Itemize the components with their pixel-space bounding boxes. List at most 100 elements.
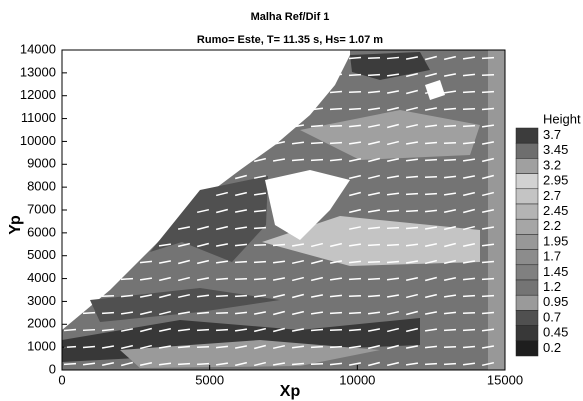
- vector-arrow: [292, 108, 304, 111]
- vector-arrow: [463, 330, 475, 331]
- colorbar-swatch: [516, 295, 538, 310]
- vector-arrow: [349, 92, 361, 93]
- vector-arrow: [406, 177, 418, 178]
- vector-arrow: [349, 279, 361, 280]
- vector-arrow: [102, 313, 114, 314]
- y-tick-label: 10000: [20, 133, 56, 148]
- vector-arrow: [216, 313, 228, 314]
- vector-arrow: [463, 313, 475, 314]
- vector-arrow: [330, 109, 342, 110]
- colorbar-label: 2.7: [543, 188, 561, 203]
- vector-arrow: [387, 245, 399, 246]
- vector-arrow: [482, 262, 494, 263]
- colorbar-swatch: [516, 250, 538, 265]
- vector-arrow: [330, 126, 342, 127]
- vector-arrow: [482, 75, 494, 76]
- x-tick-label: 5000: [195, 372, 224, 387]
- vector-arrow: [349, 109, 361, 110]
- colorbar-label: 0.95: [543, 294, 568, 309]
- colorbar-swatch: [516, 158, 538, 173]
- vector-arrow: [64, 364, 76, 365]
- chart-subtitle: Rumo= Este, T= 11.35 s, Hs= 1.07 m: [197, 34, 383, 46]
- y-tick-label: 11000: [21, 110, 56, 125]
- y-tick-label: 6000: [27, 224, 56, 239]
- vector-arrow: [463, 346, 475, 347]
- colorbar-swatch: [516, 189, 538, 204]
- y-tick-label: 13000: [20, 64, 56, 79]
- vector-arrow: [444, 347, 456, 348]
- vector-arrow: [311, 91, 323, 93]
- vector-arrow: [197, 347, 209, 348]
- vector-arrow: [254, 262, 266, 263]
- y-tick-label: 2000: [27, 316, 56, 331]
- vector-arrow: [292, 160, 304, 161]
- vector-arrow: [330, 91, 342, 92]
- vector-arrow: [444, 330, 456, 331]
- colorbar-label: 2.95: [543, 173, 568, 188]
- chart: Malha Ref/Dif 1 Rumo= Este, T= 11.35 s, …: [0, 0, 583, 401]
- vector-arrow: [197, 364, 209, 365]
- y-axis-label: Yp: [7, 215, 24, 235]
- y-tick-label: 14000: [20, 41, 56, 56]
- colorbar-title: Height: [543, 111, 581, 126]
- vector-arrow: [368, 245, 380, 246]
- vector-arrow: [387, 211, 399, 212]
- vector-arrow: [368, 295, 380, 296]
- vector-arrow: [463, 109, 475, 110]
- vector-arrow: [425, 194, 437, 195]
- colorbar-swatch: [516, 219, 538, 234]
- vector-arrow: [235, 279, 247, 280]
- vector-arrow: [292, 363, 304, 364]
- x-tick-label: 15000: [487, 372, 523, 387]
- vector-arrow: [482, 58, 494, 59]
- colorbar-label: 0.45: [543, 325, 568, 340]
- colorbar-label: 1.2: [543, 279, 561, 294]
- vector-arrow: [216, 330, 228, 331]
- vector-arrow: [102, 296, 114, 297]
- vector-arrow: [273, 125, 285, 128]
- vector-arrow: [83, 313, 95, 314]
- vector-arrow: [330, 330, 342, 331]
- colorbar-label: 3.2: [543, 157, 561, 172]
- vector-arrow: [330, 347, 342, 348]
- y-tick-label: 7000: [27, 201, 56, 216]
- vector-arrow: [444, 364, 456, 365]
- colorbar-label: 2.2: [543, 218, 561, 233]
- colorbar-swatch: [516, 234, 538, 249]
- y-tick-label: 3000: [27, 293, 56, 308]
- vector-arrow: [349, 75, 361, 76]
- vector-arrow: [64, 330, 76, 331]
- vector-arrow: [121, 279, 133, 280]
- colorbar-label: 2.45: [543, 203, 568, 218]
- y-tick-label: 5000: [27, 247, 56, 262]
- y-tick-label: 12000: [20, 87, 56, 102]
- vector-arrow: [311, 347, 323, 348]
- vector-arrow: [482, 296, 494, 297]
- vector-arrow: [463, 92, 475, 93]
- vector-arrow: [311, 126, 323, 127]
- vector-arrow: [444, 143, 456, 144]
- colorbar-swatch: [516, 128, 538, 143]
- vector-arrow: [425, 364, 437, 365]
- vector-arrow: [444, 126, 456, 127]
- chart-title: Malha Ref/Dif 1: [251, 11, 330, 23]
- vector-arrow: [368, 262, 380, 263]
- vector-arrow: [83, 347, 95, 348]
- y-tick-label: 1000: [27, 339, 56, 354]
- y-tick-label: 9000: [27, 156, 56, 171]
- colorbar-label: 1.45: [543, 264, 568, 279]
- vector-arrow: [178, 364, 190, 365]
- vector-arrow: [425, 177, 437, 178]
- vector-arrow: [197, 330, 209, 331]
- vector-arrow: [368, 75, 380, 76]
- vector-arrow: [463, 126, 475, 127]
- vector-arrow: [387, 228, 399, 229]
- vector-arrow: [254, 228, 266, 229]
- colorbar-swatch: [516, 174, 538, 189]
- vector-arrow: [330, 143, 342, 144]
- y-tick-label: 4000: [27, 270, 56, 285]
- vector-arrow: [406, 194, 418, 195]
- x-tick-label: 0: [58, 372, 65, 387]
- colorbar-swatch: [516, 341, 538, 356]
- vector-arrow: [330, 313, 342, 314]
